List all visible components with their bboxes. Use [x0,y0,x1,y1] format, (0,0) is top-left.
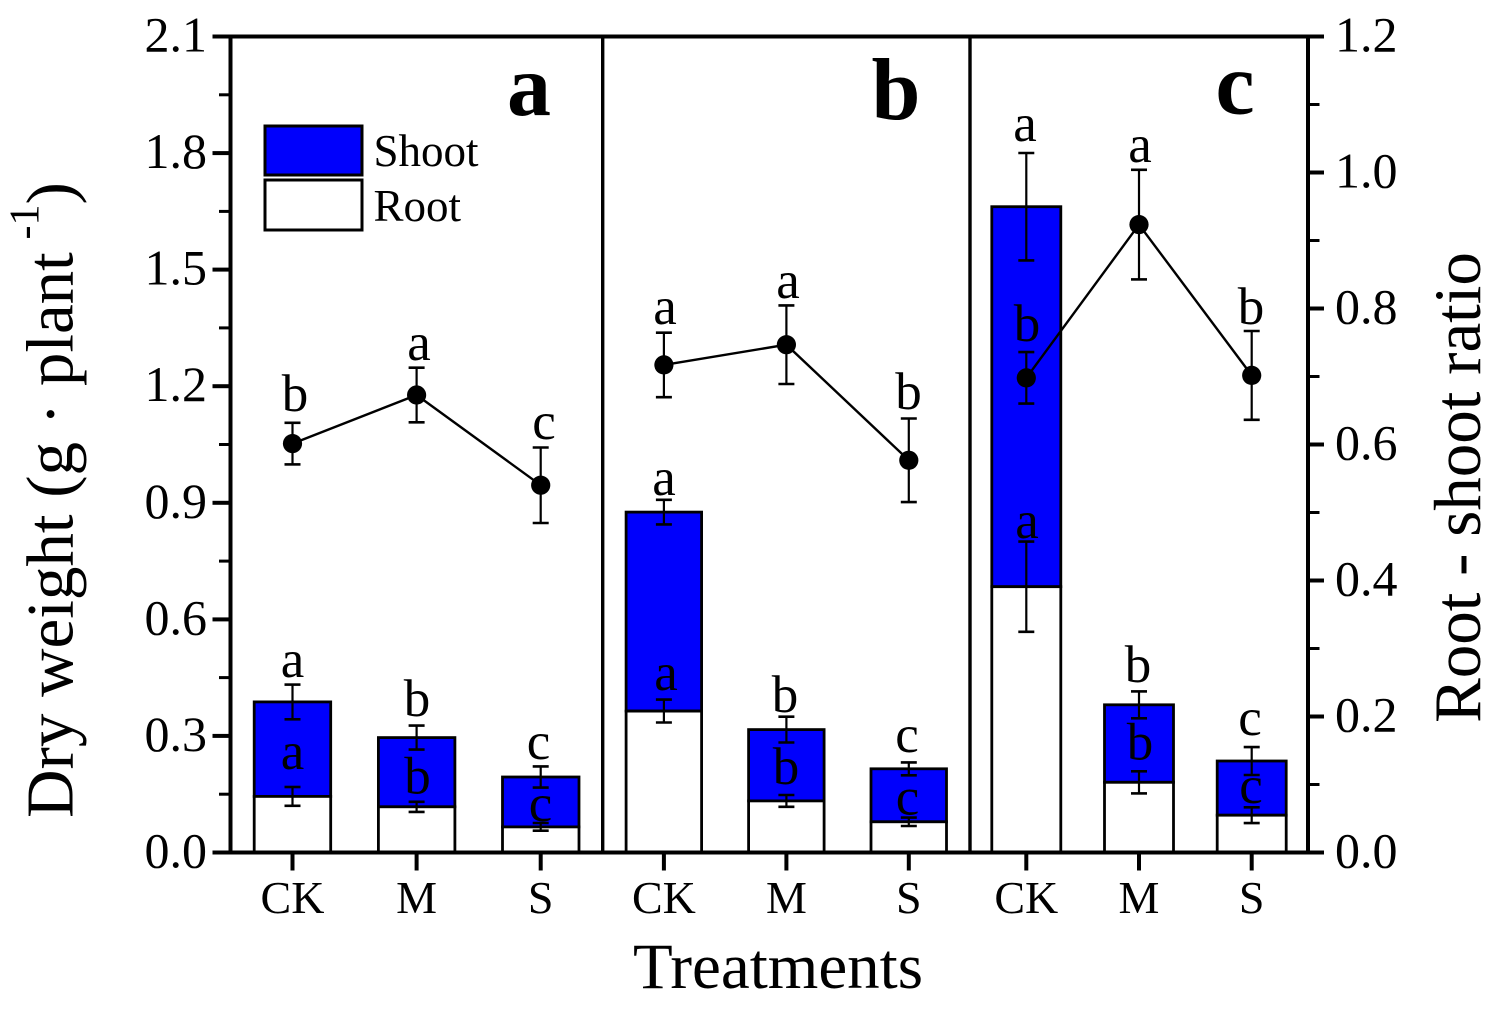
svg-text:b: b [404,670,431,728]
svg-text:Root - shoot ratio: Root - shoot ratio [1421,252,1495,723]
svg-text:CK: CK [632,872,696,923]
svg-text:0.6: 0.6 [1335,415,1398,471]
svg-text:S: S [1239,872,1265,923]
svg-text:b: b [282,365,309,423]
svg-text:b: b [872,42,921,139]
svg-text:a: a [407,314,431,372]
svg-text:b: b [773,738,800,796]
svg-text:c: c [1215,37,1254,134]
svg-text:b: b [404,748,431,806]
svg-text:1.2: 1.2 [145,356,208,412]
svg-text:a: a [281,631,305,689]
svg-text:1.5: 1.5 [145,240,208,296]
svg-text:1.0: 1.0 [1335,143,1398,199]
svg-text:M: M [1119,872,1160,923]
svg-text:c: c [1239,757,1263,815]
svg-text:a: a [1013,95,1037,153]
svg-text:c: c [1238,689,1262,747]
svg-text:a: a [652,449,676,507]
svg-text:b: b [1125,636,1152,694]
svg-text:c: c [896,769,920,827]
svg-text:a: a [507,38,551,135]
svg-text:b: b [772,666,799,724]
svg-text:Treatments: Treatments [633,931,923,1003]
svg-text:2.1: 2.1 [145,7,208,63]
svg-text:a: a [653,278,677,336]
svg-text:c: c [895,706,919,764]
svg-text:0.4: 0.4 [1335,551,1398,607]
svg-text:0.3: 0.3 [145,706,208,762]
svg-text:a: a [281,723,305,781]
svg-text:a: a [1015,492,1039,550]
svg-text:0.0: 0.0 [1335,823,1398,879]
svg-text:a: a [654,644,678,702]
svg-text:0.2: 0.2 [1335,687,1398,743]
svg-text:0.9: 0.9 [145,473,208,529]
svg-text:c: c [532,393,556,451]
svg-text:M: M [766,872,807,923]
svg-text:CK: CK [994,872,1058,923]
svg-text:0.6: 0.6 [145,589,208,645]
svg-text:c: c [527,713,551,771]
svg-text:Dry weight (g · plant -1): Dry weight (g · plant -1) [3,182,88,818]
svg-text:S: S [896,872,922,923]
svg-text:a: a [1128,116,1152,174]
svg-text:Shoot: Shoot [374,126,480,176]
svg-text:0.8: 0.8 [1335,279,1398,335]
svg-text:M: M [396,872,437,923]
svg-text:b: b [895,363,922,421]
svg-text:Root: Root [374,181,462,231]
svg-text:c: c [529,775,553,833]
svg-text:b: b [1127,714,1154,772]
svg-text:b: b [1014,295,1041,353]
svg-text:b: b [1238,278,1265,336]
svg-text:1.8: 1.8 [145,123,208,179]
svg-text:a: a [776,252,800,310]
svg-text:0.0: 0.0 [145,823,208,879]
svg-text:CK: CK [261,872,325,923]
svg-text:S: S [528,872,554,923]
svg-text:1.2: 1.2 [1335,7,1398,63]
